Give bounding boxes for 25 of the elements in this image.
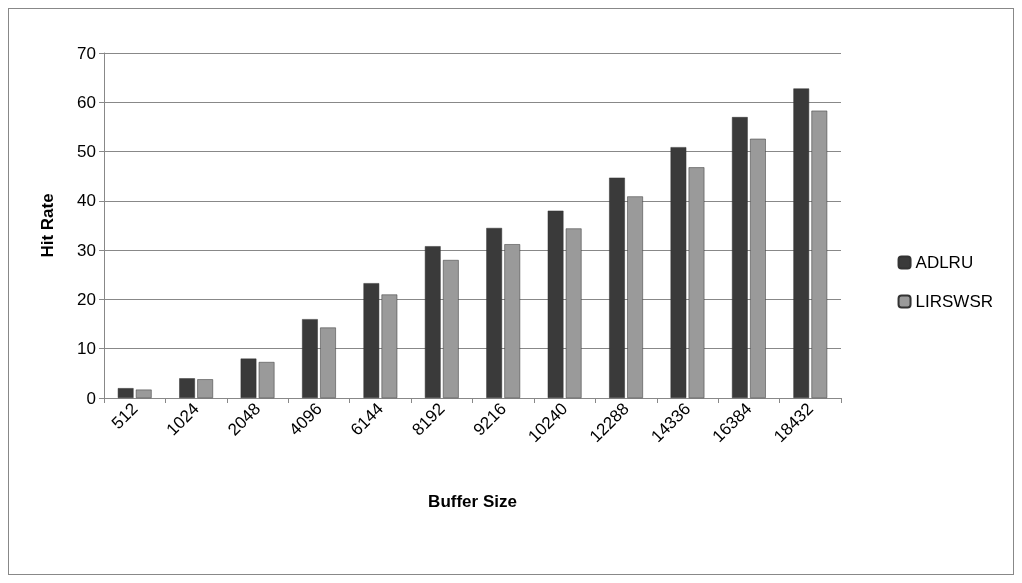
bar	[750, 138, 766, 398]
bar	[504, 244, 521, 398]
bar	[627, 196, 643, 398]
bar	[197, 379, 214, 398]
y-tick-label: 50	[77, 142, 96, 162]
bar	[486, 227, 503, 398]
x-axis-title: Buffer Size	[428, 492, 517, 511]
bar	[302, 319, 318, 398]
y-tick-label: 70	[77, 43, 96, 63]
y-tick-label: 60	[77, 92, 96, 112]
bar	[731, 117, 748, 398]
bar	[442, 260, 459, 398]
y-tick-label: 40	[77, 191, 96, 211]
y-axis-title: Hit Rate	[38, 193, 57, 258]
bar	[609, 177, 625, 398]
legend-label: ADLRU	[915, 253, 974, 272]
x-tick-label: 512	[107, 399, 142, 433]
y-tick-label: 10	[77, 339, 96, 359]
bar	[320, 327, 336, 398]
y-tick-label: 30	[77, 240, 96, 260]
bar	[179, 378, 195, 398]
y-tick-label: 20	[77, 289, 96, 309]
y-tick-label: 0	[86, 388, 96, 408]
legend-label: LIRSWSR	[915, 292, 994, 311]
bar	[424, 246, 441, 398]
